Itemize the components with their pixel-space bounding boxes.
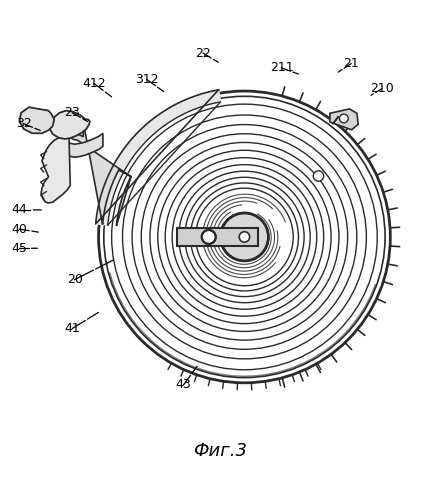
- Polygon shape: [44, 137, 69, 168]
- Polygon shape: [96, 90, 220, 225]
- Circle shape: [313, 170, 324, 181]
- Polygon shape: [64, 122, 103, 158]
- Text: 21: 21: [343, 57, 359, 70]
- Circle shape: [239, 232, 250, 242]
- Text: 412: 412: [82, 77, 106, 90]
- Text: 44: 44: [11, 204, 27, 216]
- Circle shape: [220, 213, 269, 261]
- Text: 20: 20: [67, 273, 82, 286]
- Text: 210: 210: [370, 82, 393, 96]
- Polygon shape: [330, 109, 358, 130]
- Polygon shape: [177, 228, 258, 246]
- Polygon shape: [19, 107, 54, 134]
- Circle shape: [202, 230, 216, 244]
- Polygon shape: [41, 136, 70, 203]
- Text: 22: 22: [195, 46, 211, 60]
- Text: 211: 211: [269, 62, 293, 74]
- Text: 32: 32: [16, 117, 32, 130]
- Text: 45: 45: [11, 242, 27, 255]
- Polygon shape: [50, 110, 90, 139]
- Text: 312: 312: [135, 73, 158, 86]
- Text: 43: 43: [176, 378, 191, 392]
- Text: 41: 41: [64, 322, 80, 335]
- Circle shape: [340, 114, 348, 123]
- Text: Фиг.3: Фиг.3: [194, 442, 247, 460]
- Circle shape: [97, 89, 392, 385]
- Text: 40: 40: [11, 222, 27, 235]
- Text: 23: 23: [64, 106, 80, 120]
- Polygon shape: [67, 120, 131, 226]
